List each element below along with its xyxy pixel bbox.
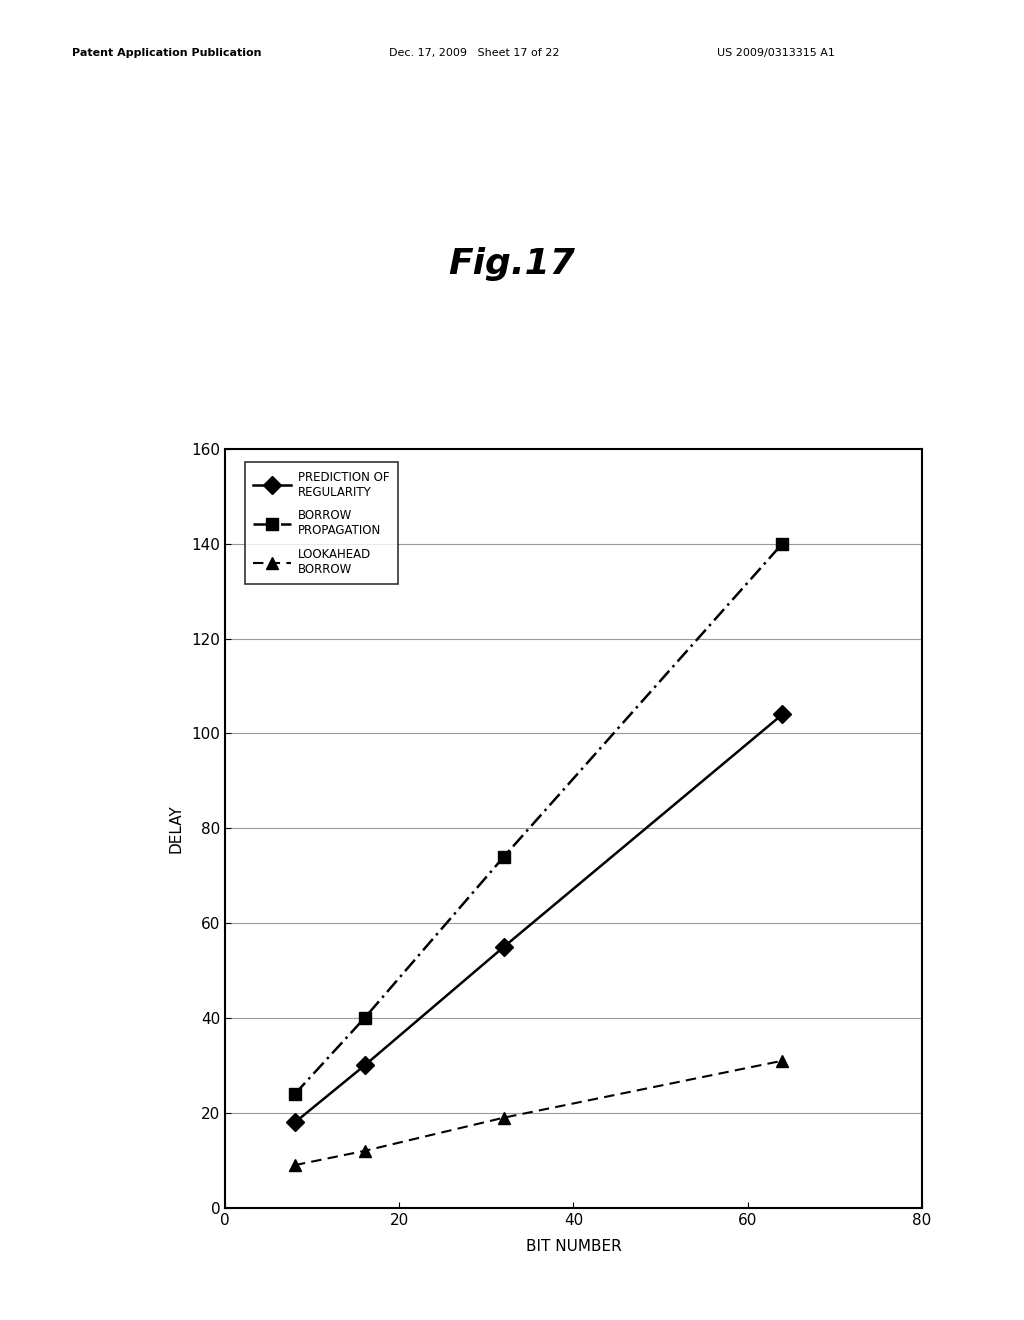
- Line: BORROW
PROPAGATION: BORROW PROPAGATION: [290, 539, 787, 1100]
- LOOKAHEAD
BORROW: [289, 1158, 301, 1173]
- Text: Dec. 17, 2009   Sheet 17 of 22: Dec. 17, 2009 Sheet 17 of 22: [389, 48, 560, 58]
- Y-axis label: DELAY: DELAY: [168, 804, 183, 853]
- Text: Fig.17: Fig.17: [449, 247, 575, 281]
- X-axis label: BIT NUMBER: BIT NUMBER: [525, 1238, 622, 1254]
- LOOKAHEAD
BORROW: [498, 1110, 510, 1126]
- Legend: PREDICTION OF
REGULARITY, BORROW
PROPAGATION, LOOKAHEAD
BORROW: PREDICTION OF REGULARITY, BORROW PROPAGA…: [245, 462, 398, 583]
- PREDICTION OF
REGULARITY: [358, 1057, 371, 1073]
- LOOKAHEAD
BORROW: [776, 1053, 788, 1069]
- BORROW
PROPAGATION: [776, 536, 788, 552]
- Text: Patent Application Publication: Patent Application Publication: [72, 48, 261, 58]
- BORROW
PROPAGATION: [498, 849, 510, 865]
- BORROW
PROPAGATION: [358, 1010, 371, 1026]
- Line: PREDICTION OF
REGULARITY: PREDICTION OF REGULARITY: [289, 709, 788, 1129]
- PREDICTION OF
REGULARITY: [289, 1114, 301, 1130]
- LOOKAHEAD
BORROW: [358, 1143, 371, 1159]
- PREDICTION OF
REGULARITY: [776, 706, 788, 722]
- Line: LOOKAHEAD
BORROW: LOOKAHEAD BORROW: [290, 1055, 787, 1171]
- Text: US 2009/0313315 A1: US 2009/0313315 A1: [717, 48, 835, 58]
- BORROW
PROPAGATION: [289, 1086, 301, 1102]
- PREDICTION OF
REGULARITY: [498, 939, 510, 954]
